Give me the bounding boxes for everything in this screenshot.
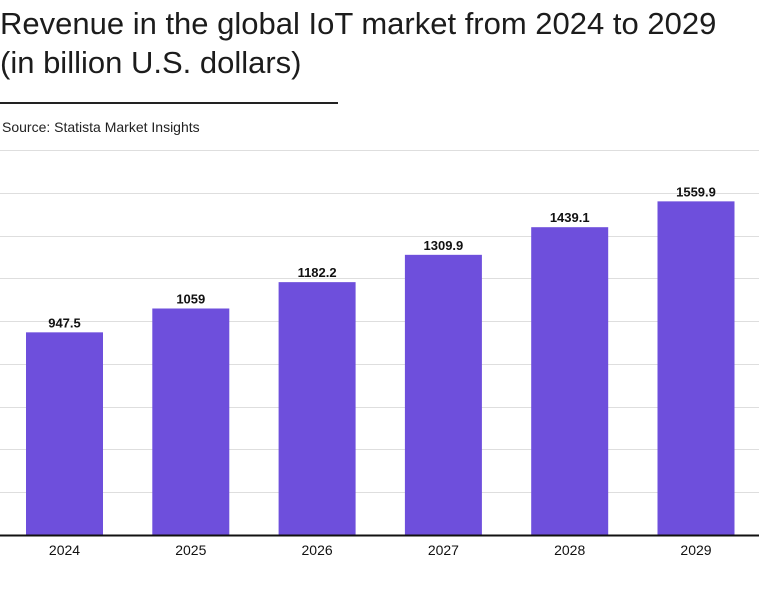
source-note: Source: Statista Market Insights (2, 119, 200, 135)
bar-2025 (152, 308, 230, 535)
data-label-2029: 1559.9 (676, 184, 716, 199)
data-label-2026: 1182.2 (298, 265, 337, 280)
bar-2026 (278, 282, 356, 535)
data-label-2028: 1439.1 (550, 210, 590, 225)
x-tick-label-2029: 2029 (680, 542, 711, 558)
bar-2024 (26, 332, 103, 535)
data-label-2024: 947.5 (48, 315, 81, 330)
x-tick-label-2026: 2026 (302, 542, 333, 558)
bar-2029 (657, 201, 735, 535)
x-tick-label-2027: 2027 (428, 542, 459, 558)
chart-title: Revenue in the global IoT market from 20… (0, 6, 717, 80)
bar-2028 (531, 227, 609, 535)
x-tick-label-2025: 2025 (175, 542, 206, 558)
bar-2027 (404, 254, 482, 535)
data-label-2025: 1059 (176, 291, 205, 306)
data-label-2027: 1309.9 (424, 238, 464, 253)
title-divider (0, 102, 338, 104)
x-tick-label-2028: 2028 (554, 542, 585, 558)
x-tick-label-2024: 2024 (49, 542, 80, 558)
